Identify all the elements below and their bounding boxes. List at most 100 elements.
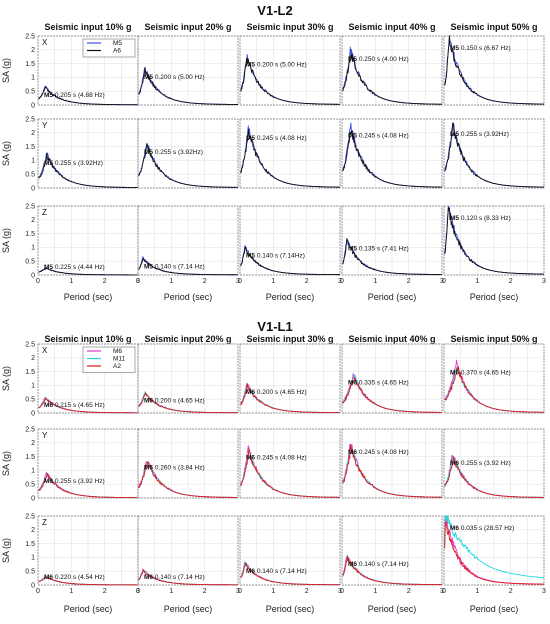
peak-annotation: M6 0.035 s (28.57 Hz) [450, 525, 514, 532]
y-axis-label: SA (g) [1, 58, 11, 83]
panel-frame [37, 343, 139, 414]
x-tick-label: 3 [236, 278, 240, 285]
panel: 0 0.5 1 1.5 2 2.5 0 1 2 3 Z M6 0.220 s (4.54 Hz) [25, 513, 140, 595]
y-tick-label: 2.5 [25, 116, 35, 123]
y-tick-label: 2.5 [25, 513, 35, 520]
x-tick-label: 2 [103, 278, 107, 285]
x-tick-label: 3 [542, 588, 546, 595]
panel-frame [37, 205, 139, 276]
peak-annotation: M5 0.245 s (4.08 Hz) [348, 132, 409, 139]
x-tick-label: 1 [373, 278, 377, 285]
section-title: V1-L2 [257, 3, 292, 18]
panel-frame [137, 205, 239, 276]
peak-annotation: M6 0.140 s (7.14 Hz) [246, 568, 307, 575]
legend-box [82, 38, 136, 58]
x-axis-label: Period (sec) [266, 604, 315, 614]
peak-annotation: M5 0.200 s (5.00 Hz) [246, 62, 307, 69]
panel-frame [341, 35, 443, 106]
y-tick-label: 1.5 [25, 231, 35, 238]
column-title: Seismic input 20% g [144, 334, 231, 344]
y-tick-label: 1.5 [25, 454, 35, 461]
series-line-m11 [38, 472, 138, 499]
panel-frame [239, 428, 341, 499]
peak-annotation: M6 0.255 s (3.92 Hz) [450, 460, 511, 467]
y-tick-label: 2.5 [25, 33, 35, 40]
series-line-a2 [240, 562, 341, 586]
x-axis-label: Period (sec) [64, 292, 113, 302]
series-line-a2 [38, 576, 138, 586]
panel: M5 0.150 s (6.67 Hz) [443, 35, 545, 106]
x-tick-label: 1 [475, 278, 479, 285]
panel: M6 0.370 s (4.65 Hz) [443, 343, 545, 414]
series-line-m5 [240, 245, 340, 276]
panel: M6 0.245 s (4.08 Hz) [239, 428, 341, 499]
series-line-m6 [444, 359, 545, 413]
series-line-a6 [444, 35, 545, 105]
y-tick-label: 1.5 [25, 144, 35, 151]
panel-frame [341, 118, 443, 189]
panel-frame [37, 515, 139, 586]
panel: M6 0.245 s (4.08 Hz) [341, 428, 443, 499]
x-axis-label: Period (sec) [470, 292, 519, 302]
panel-frame [37, 35, 139, 106]
x-tick-label: 2 [305, 278, 309, 285]
series-line-a2 [138, 461, 239, 498]
peak-annotation: M6 0.335 s (4.65 Hz) [348, 379, 409, 386]
panel: M6 0.335 s (4.65 Hz) [341, 343, 443, 414]
x-axis-label: Period (sec) [164, 604, 213, 614]
peak-annotation: M6 0.260 s (3.84 Hz) [144, 464, 205, 471]
section-title: V1-L1 [257, 319, 292, 334]
panel: 0 1 2 3 M5 0.120 s (8.33 Hz) [442, 205, 546, 285]
y-tick-label: 2 [31, 130, 35, 137]
panel-frame [443, 343, 545, 414]
x-tick-label: 3 [542, 278, 546, 285]
panel: M5 0.200 s (5.00 Hz) [137, 35, 239, 106]
direction-label: Y [42, 431, 48, 440]
y-tick-label: 2.5 [25, 426, 35, 433]
peak-annotation: M5 0.150 s (6.67 Hz) [450, 45, 511, 52]
panel-frame [239, 205, 341, 276]
panel-frame [37, 118, 139, 189]
y-tick-label: 1.5 [25, 541, 35, 548]
x-axis-label: Period (sec) [64, 604, 113, 614]
series-line-m11 [444, 515, 545, 579]
series-line-a6 [240, 58, 340, 105]
peak-annotation: M5 0.225 s (4.44 Hz) [44, 264, 105, 271]
panel-frame [137, 343, 239, 414]
y-axis-label: SA (g) [1, 141, 11, 166]
peak-annotation: M6 0.370 s (4.65 Hz) [450, 370, 511, 377]
panel: M6 0.260 s (3.84 Hz) [137, 428, 239, 499]
legend-label: A6 [113, 48, 121, 55]
series-line-a2 [240, 447, 340, 498]
peak-annotation: M5 0.205 s (4.88 Hz) [44, 92, 105, 99]
panel: M5 0.255 s (3.92Hz) [443, 118, 545, 189]
y-tick-label: 2 [31, 527, 35, 534]
series-line-m6 [240, 445, 341, 498]
series-line-a6 [138, 66, 239, 105]
panel: 0 1 2 3 M6 0.140 s (7.14 Hz) [340, 515, 444, 595]
panel: M5 0.245 s (4.08 Hz) [341, 118, 443, 189]
series-line-a2 [444, 366, 545, 413]
y-axis-label: SA (g) [1, 538, 11, 563]
panel: 0 0.5 1 1.5 2 2.5 Y M5 0.255 s (3.92Hz) [25, 116, 139, 192]
panel-frame [137, 428, 239, 499]
column-title: Seismic input 40% g [348, 22, 435, 32]
y-tick-label: 2.5 [25, 341, 35, 348]
x-tick-label: 3 [136, 588, 140, 595]
y-tick-label: 2 [31, 440, 35, 447]
x-tick-label: 1 [373, 588, 377, 595]
series-line-a6 [38, 152, 139, 188]
direction-label: Z [42, 208, 47, 217]
series-line-a2 [38, 398, 138, 414]
panel-frame [37, 428, 139, 499]
series-line-a6 [444, 122, 545, 188]
y-axis-label: SA (g) [1, 228, 11, 253]
panel-frame [341, 343, 443, 414]
y-tick-label: 1 [31, 75, 35, 82]
direction-label: X [42, 38, 48, 47]
series-line-a2 [138, 569, 238, 586]
series-line-a6 [444, 207, 545, 275]
